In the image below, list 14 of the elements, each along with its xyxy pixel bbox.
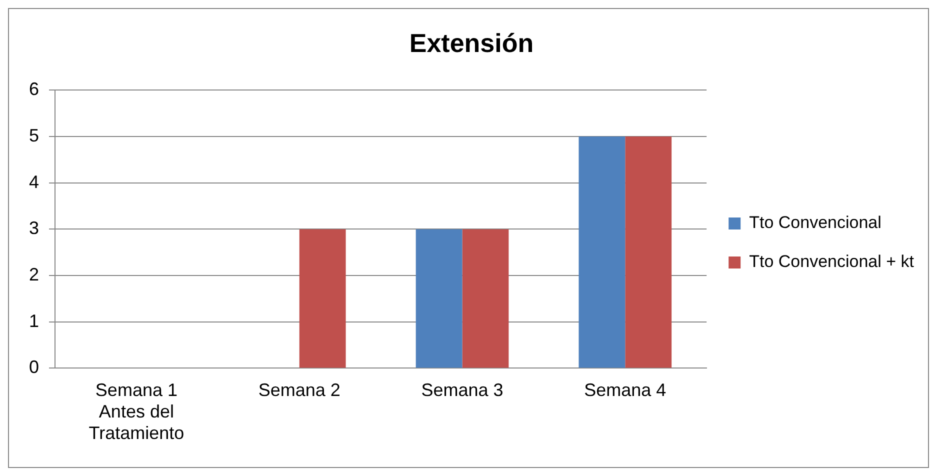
x-tick-label: Semana 2 — [258, 380, 340, 400]
y-tick-label: 5 — [28, 126, 40, 146]
y-tick-label: 0 — [28, 357, 40, 378]
y-tick-label: 4 — [28, 172, 40, 192]
legend-label: Tto Convencional — [749, 213, 882, 232]
y-tick-label: 3 — [28, 218, 40, 238]
chart-title: Extensión — [409, 28, 534, 58]
x-tick-label: Semana 4 — [584, 380, 666, 400]
legend-label: Tto Convencional + kt — [749, 252, 914, 272]
x-tick-label: Semana 3 — [421, 380, 504, 400]
x-tick-label: Semana 1 Antes del Tratamiento — [88, 380, 184, 444]
y-tick-label: 6 — [28, 79, 40, 100]
y-tick-label: 1 — [28, 310, 40, 331]
y-tick-label: 2 — [28, 264, 40, 284]
